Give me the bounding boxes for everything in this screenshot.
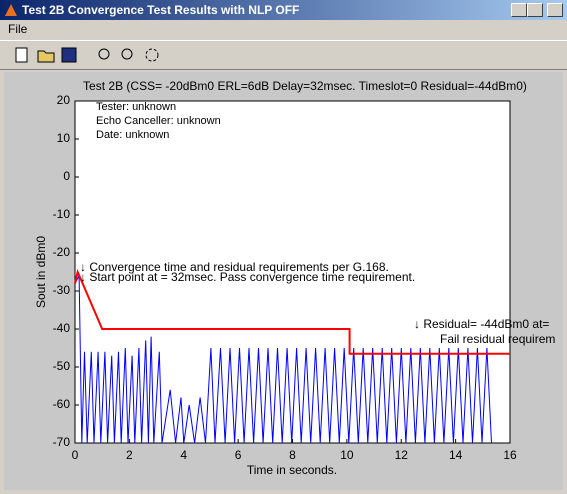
rotate-icon[interactable] (145, 48, 159, 62)
series-line (74, 268, 510, 355)
new-icon[interactable] (15, 47, 28, 63)
save-icon[interactable] (61, 47, 77, 63)
x-tick-label: 12 (395, 448, 409, 462)
x-tick-label: 16 (503, 448, 517, 462)
x-axis-label: Time in seconds. (247, 463, 337, 477)
chart-title: Test 2B (CSS= -20dBm0 ERL=6dB Delay=32ms… (83, 79, 527, 93)
y-tick-label: -40 (53, 321, 71, 335)
toolbar-icons (15, 47, 159, 63)
minimize-button[interactable] (511, 3, 527, 17)
window-title: Test 2B Convergence Test Results with NL… (22, 3, 300, 17)
y-tick-label: -50 (53, 359, 71, 373)
open-icon[interactable] (37, 50, 55, 63)
x-tick-label: 4 (180, 448, 187, 462)
maximize-button[interactable] (527, 3, 543, 17)
annotation: ↓ Residual= -44dBm0 at= (414, 317, 549, 331)
x-tick-label: 14 (449, 448, 463, 462)
x-tick-label: 10 (340, 448, 354, 462)
toolbar (0, 40, 567, 70)
y-tick-label: -20 (53, 245, 71, 259)
menu-bar: File (0, 20, 567, 38)
annotation: Fail residual requirem (440, 332, 555, 346)
annotation: Tester: unknown (96, 101, 176, 113)
annotation: Echo Canceller: unknown (96, 115, 221, 127)
x-tick-label: 0 (72, 448, 79, 462)
y-axis-label: Sout in dBm0 (34, 236, 48, 308)
x-tick-label: 8 (289, 448, 296, 462)
app-icon (5, 4, 17, 16)
x-tick-label: 2 (126, 448, 133, 462)
close-button[interactable] (547, 3, 563, 17)
y-tick-label: -60 (53, 397, 71, 411)
y-tick-label: 20 (57, 93, 71, 107)
y-tick-label: 0 (63, 169, 70, 183)
figure: Test 2B (CSS= -20dBm0 ERL=6dB Delay=32ms… (4, 72, 563, 490)
x-tick-label: 6 (235, 448, 242, 462)
title-bar: Test 2B Convergence Test Results with NL… (0, 0, 567, 20)
zoom-out-icon[interactable] (121, 48, 133, 60)
y-tick-label: -10 (53, 207, 71, 221)
y-tick-label: -30 (53, 283, 71, 297)
menu-file[interactable]: File (8, 22, 28, 36)
y-tick-label: -70 (53, 435, 71, 449)
zoom-in-icon[interactable] (98, 48, 110, 60)
annotation: ↓ Start point at = 32msec. Pass converge… (80, 270, 415, 284)
annotation: Date: unknown (96, 129, 169, 141)
series-line (74, 273, 492, 444)
y-tick-label: 10 (57, 131, 71, 145)
annotation: ↓ Convergence time and residual requirem… (80, 260, 389, 274)
